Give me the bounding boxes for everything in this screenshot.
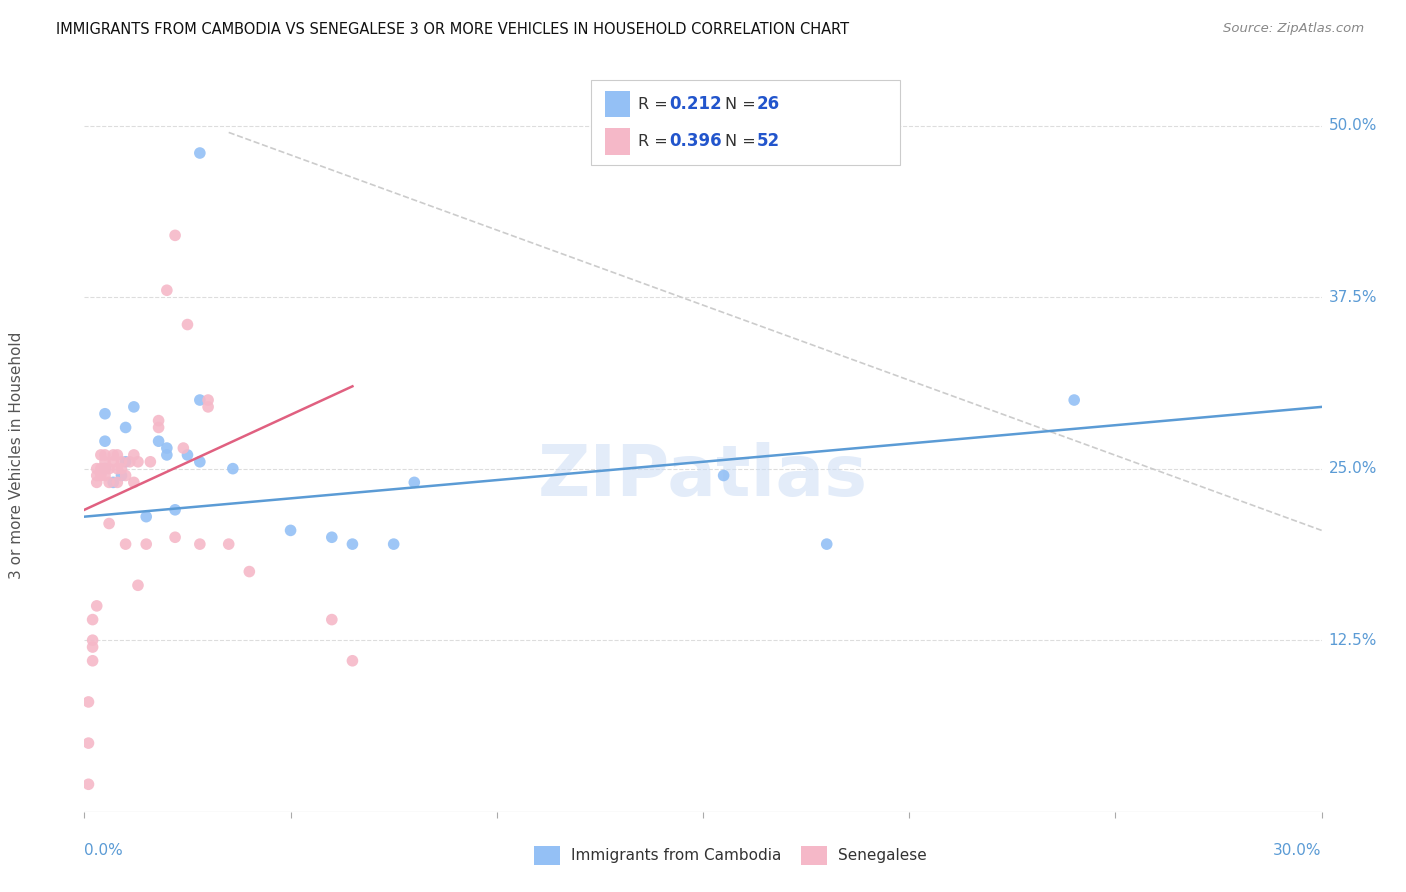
Point [218,537,240,551]
Point [342,654,364,668]
Point [1063,392,1085,407]
Text: 30.0%: 30.0% [1274,843,1322,858]
Text: 52: 52 [756,132,779,150]
Text: 37.5%: 37.5% [1329,290,1376,304]
Point [321,530,343,544]
Point [148,414,170,428]
Point [77,736,100,750]
Point [94,461,117,475]
Point [103,475,125,490]
Point [165,530,187,544]
Point [114,468,136,483]
Point [815,537,838,551]
Point [86,461,108,475]
Point [382,537,405,551]
Text: ZIPatlas: ZIPatlas [538,442,868,511]
Text: R =: R = [638,96,673,112]
Text: N =: N = [725,134,762,149]
Text: N =: N = [725,96,762,112]
Point [122,400,145,414]
Point [122,448,145,462]
Point [280,524,302,538]
Point [94,455,117,469]
Text: 0.212: 0.212 [669,95,721,113]
Point [238,565,260,579]
Point [156,441,179,455]
Text: Senegalese: Senegalese [838,848,927,863]
Text: Immigrants from Cambodia: Immigrants from Cambodia [571,848,782,863]
Point [105,475,128,490]
Text: Source: ZipAtlas.com: Source: ZipAtlas.com [1223,22,1364,36]
Text: IMMIGRANTS FROM CAMBODIA VS SENEGALESE 3 OR MORE VEHICLES IN HOUSEHOLD CORRELATI: IMMIGRANTS FROM CAMBODIA VS SENEGALESE 3… [56,22,849,37]
Point [165,503,187,517]
Point [114,420,136,434]
Point [156,448,179,462]
Point [90,461,112,475]
Point [82,640,104,654]
Point [110,455,132,469]
Point [222,461,245,475]
Point [342,537,364,551]
Point [114,455,136,469]
Point [148,420,170,434]
Point [103,448,125,462]
Point [103,455,125,469]
Point [94,468,117,483]
Point [98,516,121,531]
Text: 0.396: 0.396 [669,132,721,150]
Point [321,613,343,627]
Point [197,392,219,407]
Point [118,455,141,469]
Point [82,654,104,668]
Text: 50.0%: 50.0% [1329,118,1376,133]
Point [110,461,132,475]
Point [98,461,121,475]
Point [148,434,170,449]
Point [77,695,100,709]
Point [176,448,198,462]
Point [94,434,117,449]
Point [86,475,108,490]
Point [90,464,112,478]
Point [105,448,128,462]
Point [90,448,112,462]
Point [139,455,162,469]
Point [94,407,117,421]
Point [188,455,211,469]
Point [86,599,108,613]
Point [197,400,219,414]
Text: 12.5%: 12.5% [1329,632,1376,648]
Text: R =: R = [638,134,673,149]
Point [82,613,104,627]
Text: 0.0%: 0.0% [84,843,124,858]
Point [90,468,112,483]
Point [188,537,211,551]
Point [110,468,132,483]
Point [98,475,121,490]
Point [86,468,108,483]
Point [176,318,198,332]
Point [114,537,136,551]
Text: 26: 26 [756,95,779,113]
Point [135,537,157,551]
Point [94,461,117,475]
Text: 3 or more Vehicles in Household: 3 or more Vehicles in Household [10,331,24,579]
Point [188,146,211,161]
Text: 25.0%: 25.0% [1329,461,1376,476]
Point [188,392,211,407]
Point [82,633,104,648]
Point [165,228,187,243]
Point [105,461,128,475]
Point [77,777,100,791]
Point [156,283,179,297]
Point [127,578,149,592]
Point [404,475,426,490]
Point [135,509,157,524]
Point [122,475,145,490]
Point [94,448,117,462]
Point [172,441,194,455]
Point [127,455,149,469]
Point [713,468,735,483]
